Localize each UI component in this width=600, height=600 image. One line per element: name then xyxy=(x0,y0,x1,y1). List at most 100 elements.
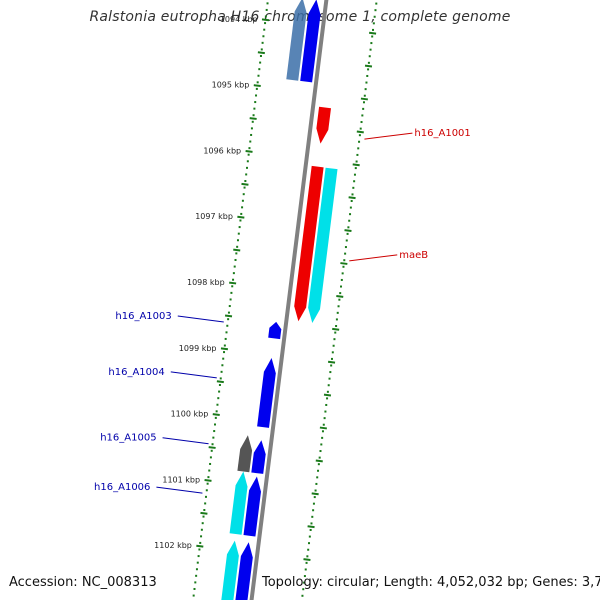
ruler-major-tick xyxy=(319,426,327,430)
feature-track xyxy=(221,0,338,600)
ruler-dot xyxy=(341,272,344,275)
ruler-dot xyxy=(212,436,215,439)
ruler-dot xyxy=(308,535,311,538)
ruler-dot xyxy=(236,245,239,248)
ruler-dot xyxy=(375,2,378,5)
ruler-dot xyxy=(215,410,218,413)
ruler-dot xyxy=(306,555,309,558)
ruler-dot xyxy=(365,81,368,84)
ruler-dot xyxy=(220,370,223,373)
ruler-dot xyxy=(209,456,212,459)
feature-label: h16_A1006 xyxy=(94,482,150,493)
ruler-dot xyxy=(312,509,315,512)
ruler-dot xyxy=(338,298,341,301)
ruler-dot xyxy=(218,383,221,386)
ruler-tick-label: 1099 kbp xyxy=(179,344,217,353)
feature-h16_A1005-other xyxy=(237,435,253,473)
ruler-major-tick xyxy=(360,97,368,101)
ruler-dot xyxy=(252,114,255,117)
ruler-dot xyxy=(194,581,197,584)
ruler-dot xyxy=(311,515,314,518)
ruler-dot xyxy=(307,548,310,551)
ruler-tick-label: 1095 kbp xyxy=(212,81,250,90)
ruler-dot xyxy=(359,127,362,130)
ruler-dot xyxy=(312,502,315,505)
ruler-dot xyxy=(326,390,329,393)
ruler-major-tick xyxy=(204,478,212,482)
ruler-dot xyxy=(366,74,369,77)
ruler-dot xyxy=(256,81,259,84)
ruler-dot xyxy=(317,469,320,472)
feature-label: h16_A1001 xyxy=(414,128,470,139)
ruler-major-tick xyxy=(241,182,249,186)
ruler-dot xyxy=(224,337,227,340)
ruler-dot xyxy=(202,515,205,518)
ruler-dot xyxy=(361,114,364,117)
ruler-dot xyxy=(350,199,353,202)
ruler-dot xyxy=(216,403,219,406)
ruler-dot xyxy=(265,8,268,11)
ruler-dot xyxy=(327,384,330,387)
ruler-major-tick xyxy=(369,31,377,35)
chromosome-backbone xyxy=(249,0,329,600)
label-leader-line xyxy=(349,254,398,262)
ruler-dot xyxy=(326,397,329,400)
feature-h16_A1006 xyxy=(243,476,261,537)
ruler-dot xyxy=(340,285,343,288)
ruler-dot xyxy=(214,416,217,419)
ruler-dot xyxy=(241,206,244,209)
feature-label: h16_A1004 xyxy=(108,367,164,378)
ruler-dot xyxy=(205,489,208,492)
feature-label: h16_A1003 xyxy=(115,311,171,322)
ruler-dot xyxy=(210,449,213,452)
ruler-major-tick xyxy=(196,544,204,548)
ruler-dot xyxy=(322,423,325,426)
ruler-dot xyxy=(362,101,365,104)
ruler-tick-labels: 1094 kbp 1095 kbp 1096 kbp 1097 kbp 1098 kbp… xyxy=(154,15,257,550)
ruler-major-tick xyxy=(216,380,224,384)
ruler-dot xyxy=(262,35,265,38)
ruler-dot xyxy=(343,259,346,262)
feature-misc-feature xyxy=(286,0,307,81)
ruler-outer-ring xyxy=(301,2,378,597)
ruler-dot xyxy=(364,88,367,91)
ruler-dot xyxy=(355,160,358,163)
ruler-dot xyxy=(241,199,244,202)
ruler-major-tick xyxy=(220,347,229,351)
ruler-dot xyxy=(260,48,263,51)
ruler-dot xyxy=(247,153,250,156)
ruler-dot xyxy=(200,528,203,531)
ruler-major-tick xyxy=(348,196,356,200)
ruler-tick-label: 1097 kbp xyxy=(195,212,233,221)
ruler-major-tick xyxy=(249,117,257,120)
ruler-dot xyxy=(259,61,262,64)
ruler-major-tick xyxy=(336,294,344,298)
ruler-dot xyxy=(347,226,350,229)
ruler-tick-label: 1096 kbp xyxy=(203,146,241,155)
ruler-dot xyxy=(363,94,366,97)
ruler-dot xyxy=(228,305,231,308)
ruler-dot xyxy=(372,22,375,25)
ruler-major-tick xyxy=(224,314,233,318)
label-leader-line xyxy=(170,371,217,379)
ruler-dot xyxy=(302,588,305,591)
feature-maeB xyxy=(294,165,324,322)
ruler-major-tick xyxy=(352,163,360,167)
ruler-dot xyxy=(198,548,201,551)
ruler-dot xyxy=(196,561,199,564)
feature-label: maeB xyxy=(399,250,428,261)
ruler-dot xyxy=(213,430,216,433)
feature-cds xyxy=(300,0,321,83)
ruler-dot xyxy=(217,397,220,400)
ruler-dot xyxy=(251,120,254,123)
ruler-dot xyxy=(250,133,253,136)
ruler-major-tick xyxy=(307,525,315,529)
ruler-dot xyxy=(246,166,249,169)
ruler-major-tick xyxy=(237,215,245,219)
ruler-major-tick xyxy=(364,64,373,68)
label-leader-line xyxy=(364,132,413,140)
ruler-dot xyxy=(368,55,371,58)
ruler-dot xyxy=(197,555,200,558)
ruler-tick-label: 1100 kbp xyxy=(171,410,209,419)
ruler-dot xyxy=(219,377,222,380)
